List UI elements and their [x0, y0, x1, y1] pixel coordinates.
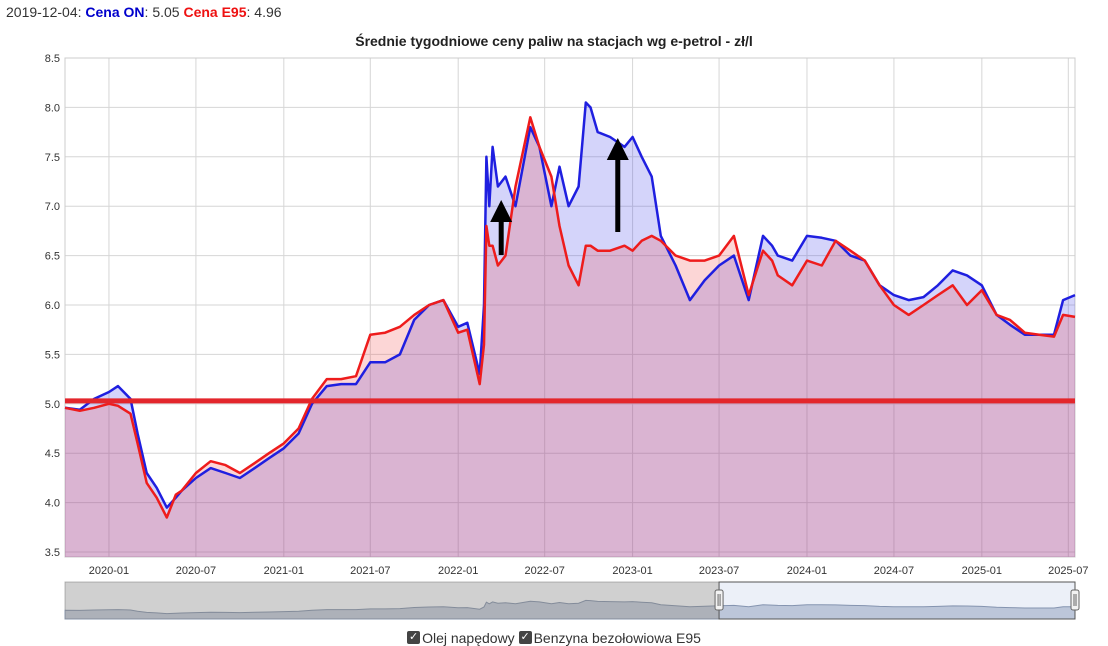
arrow-head — [490, 200, 513, 222]
legend-item-on[interactable]: ✓ Olej napędowy — [407, 630, 515, 646]
plot-frame — [64, 57, 1076, 558]
arrow-up-icon — [490, 200, 513, 255]
readout-on-label: Cena ON — [85, 4, 145, 20]
x-tick-label: 2022-01 — [438, 565, 478, 577]
y-tick-label: 7.0 — [45, 201, 60, 213]
navigator-handle-left[interactable] — [714, 589, 724, 611]
y-tick-label: 5.0 — [45, 399, 60, 411]
x-tick-label: 2020-07 — [176, 565, 216, 577]
x-tick-label: 2021-07 — [350, 565, 390, 577]
chart-legend: ✓ Olej napędowy ✓ Benzyna bezołowiowa E9… — [0, 627, 1108, 646]
legend-item-e95[interactable]: ✓ Benzyna bezołowiowa E95 — [518, 629, 701, 646]
series-line-e95 — [64, 116, 1076, 519]
y-tick-label: 6.5 — [45, 251, 60, 263]
readout-date: 2019-12-04 — [6, 4, 78, 20]
y-tick-label: 4.5 — [45, 448, 60, 460]
price-readout: 2019-12-04: Cena ON: 5.05 Cena E95: 4.96 — [6, 4, 282, 20]
navigator-selection — [718, 581, 1076, 620]
price-chart[interactable]: 3.5 4.0 4.5 5.0 5.5 6.0 6.5 7.0 7.5 8.0 8.5 2020-01… — [0, 0, 1108, 624]
legend-label-e95: Benzyna bezołowiowa E95 — [533, 629, 701, 646]
arrow-up-icon — [606, 138, 629, 232]
readout-e95-value: 4.96 — [254, 4, 282, 20]
series-area-e95 — [65, 117, 1075, 558]
series-area-on — [65, 102, 1075, 557]
navigator-mask — [65, 582, 720, 619]
readout-on-value: 5.05 — [152, 4, 180, 20]
x-tick-label: 2020-01 — [89, 565, 129, 577]
readout-e95-label: Cena E95 — [183, 4, 247, 20]
x-tick-label: 2025-07 — [1048, 565, 1088, 577]
checkbox-checked-icon[interactable]: ✓ — [407, 631, 421, 644]
x-tick-label: 2021-01 — [264, 565, 304, 577]
y-tick-label: 7.5 — [45, 152, 60, 164]
x-tick-label: 2025-01 — [962, 565, 1002, 577]
x-tick-label: 2023-01 — [612, 565, 652, 577]
y-tick-label: 4.0 — [45, 498, 60, 510]
x-tick-label: 2024-01 — [787, 565, 827, 577]
arrow-head — [606, 138, 629, 160]
y-tick-label: 8.5 — [45, 53, 60, 65]
legend-label-on: Olej napędowy — [422, 629, 515, 646]
y-tick-label: 8.0 — [45, 102, 60, 114]
x-tick-label: 2023-07 — [699, 565, 739, 577]
x-tick-label: 2022-07 — [524, 565, 564, 577]
x-tick-label: 2024-07 — [874, 565, 914, 577]
navigator-series — [64, 599, 1076, 620]
checkbox-checked-icon[interactable]: ✓ — [518, 631, 532, 644]
navigator-handle-right[interactable] — [1070, 589, 1080, 611]
y-tick-label: 5.5 — [45, 349, 60, 361]
chart-title: Średnie tygodniowe ceny paliw na stacjac… — [355, 33, 753, 49]
y-tick-label: 6.0 — [45, 300, 60, 312]
y-tick-label: 3.5 — [45, 547, 60, 559]
